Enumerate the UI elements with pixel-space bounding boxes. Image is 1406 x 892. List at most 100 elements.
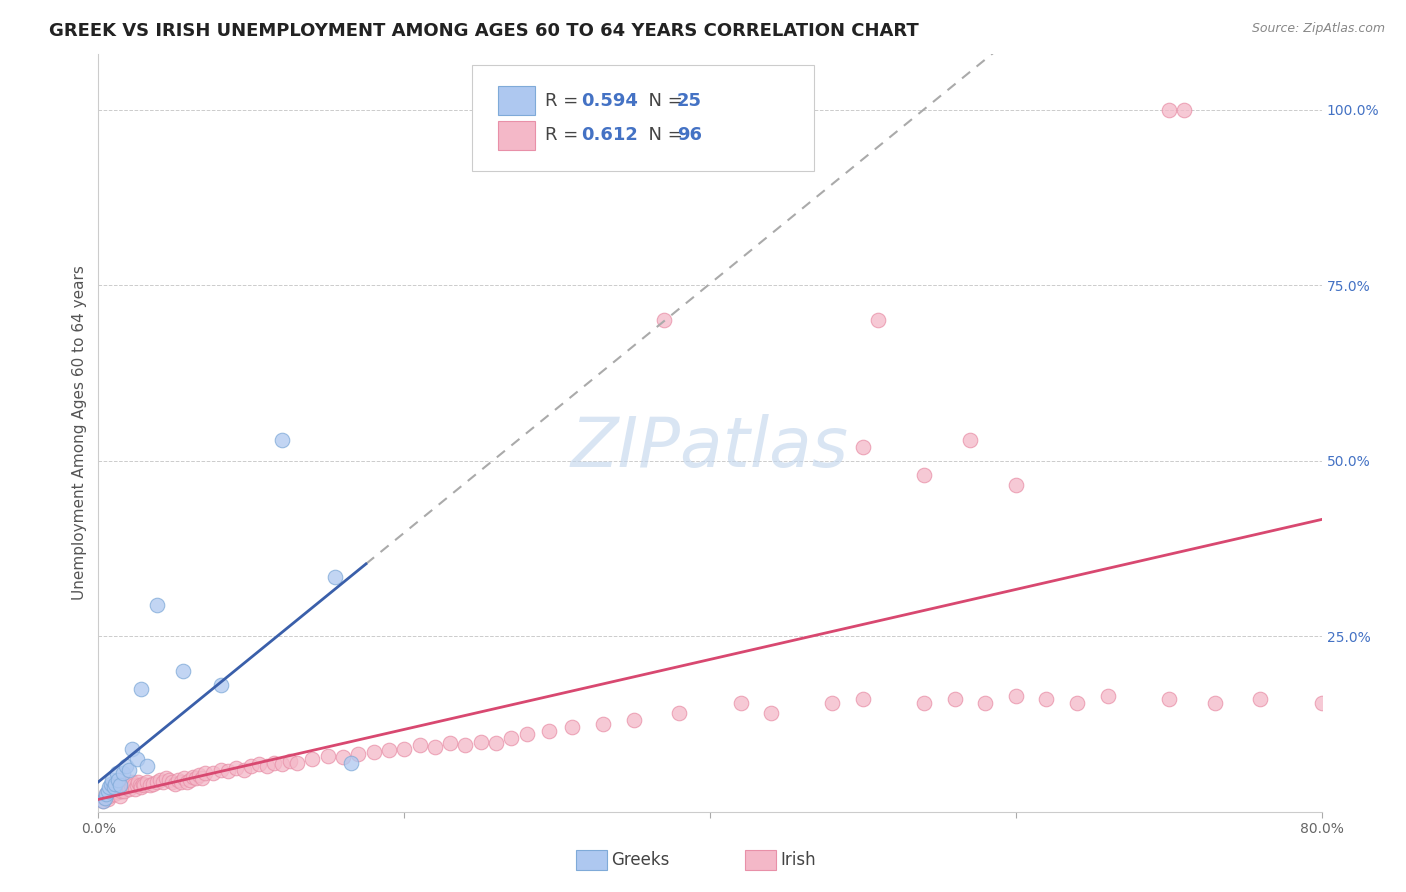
Point [256, 759, 278, 773]
Point [125, 778, 148, 792]
Point [176, 775, 198, 789]
Point [668, 706, 690, 721]
Point [538, 723, 561, 738]
Point [1035, 692, 1057, 706]
FancyBboxPatch shape [471, 65, 814, 171]
Point [943, 692, 966, 706]
Point [172, 665, 194, 679]
Point [852, 692, 875, 706]
Text: Irish: Irish [780, 851, 815, 869]
Point [145, 775, 167, 789]
Point [115, 759, 138, 773]
Point [132, 777, 155, 791]
Point [363, 745, 385, 759]
Point [974, 696, 997, 710]
Point [423, 740, 446, 755]
Point [108, 789, 131, 804]
Text: N =: N = [637, 127, 688, 145]
Point [316, 748, 339, 763]
Point [155, 771, 177, 785]
Point [149, 773, 172, 788]
Point [134, 778, 156, 792]
Point [98, 789, 121, 804]
Point [93, 790, 115, 805]
Point [167, 773, 190, 788]
Point [623, 714, 645, 728]
Point [94, 787, 117, 801]
Point [112, 783, 135, 797]
Point [173, 771, 195, 785]
Point [105, 766, 128, 780]
Point [104, 783, 127, 797]
Point [129, 681, 152, 696]
Point [117, 777, 139, 791]
Point [821, 696, 844, 710]
Point [378, 743, 401, 757]
Point [101, 785, 124, 799]
Point [97, 792, 120, 806]
Point [125, 752, 148, 766]
Point [186, 771, 208, 785]
Text: 96: 96 [678, 127, 702, 145]
Point [157, 773, 180, 788]
Text: R =: R = [546, 92, 583, 110]
Point [103, 787, 125, 801]
Point [470, 734, 492, 748]
Point [124, 782, 146, 797]
Point [115, 780, 138, 794]
Point [1249, 692, 1271, 706]
Point [122, 778, 145, 792]
Point [136, 759, 159, 773]
Point [561, 721, 583, 735]
Point [439, 736, 461, 750]
Point [111, 766, 134, 780]
Point [217, 764, 239, 778]
Point [270, 433, 292, 447]
Text: R =: R = [546, 127, 583, 145]
Text: ZIPatlas: ZIPatlas [571, 414, 849, 482]
Point [181, 770, 204, 784]
Point [912, 467, 935, 482]
Point [202, 766, 225, 780]
Point [108, 778, 131, 792]
Point [652, 313, 675, 327]
Point [121, 741, 143, 756]
Point [129, 780, 152, 794]
Point [1157, 692, 1180, 706]
Point [100, 777, 122, 791]
Point [145, 598, 167, 612]
Point [105, 780, 128, 794]
Point [225, 761, 247, 775]
Point [209, 763, 232, 777]
Point [485, 736, 508, 750]
Point [110, 783, 132, 797]
Point [1004, 689, 1026, 703]
Point [100, 783, 122, 797]
Point [103, 780, 125, 794]
Point [270, 756, 292, 771]
Point [278, 754, 301, 768]
Point [191, 771, 214, 785]
Point [160, 775, 183, 789]
Point [97, 783, 120, 797]
Point [170, 775, 193, 789]
Point [1157, 103, 1180, 117]
Point [152, 775, 174, 789]
Point [107, 773, 129, 788]
Point [240, 759, 263, 773]
Point [104, 777, 127, 791]
Point [339, 756, 361, 770]
Text: Greeks: Greeks [612, 851, 671, 869]
Point [1173, 103, 1195, 117]
Text: N =: N = [637, 92, 688, 110]
Point [392, 741, 416, 756]
Point [408, 738, 430, 752]
Point [98, 780, 121, 794]
Point [516, 727, 538, 741]
Point [127, 775, 149, 789]
Point [868, 313, 890, 327]
Point [730, 696, 752, 710]
Point [301, 752, 323, 766]
Point [592, 717, 614, 731]
Point [118, 763, 141, 777]
